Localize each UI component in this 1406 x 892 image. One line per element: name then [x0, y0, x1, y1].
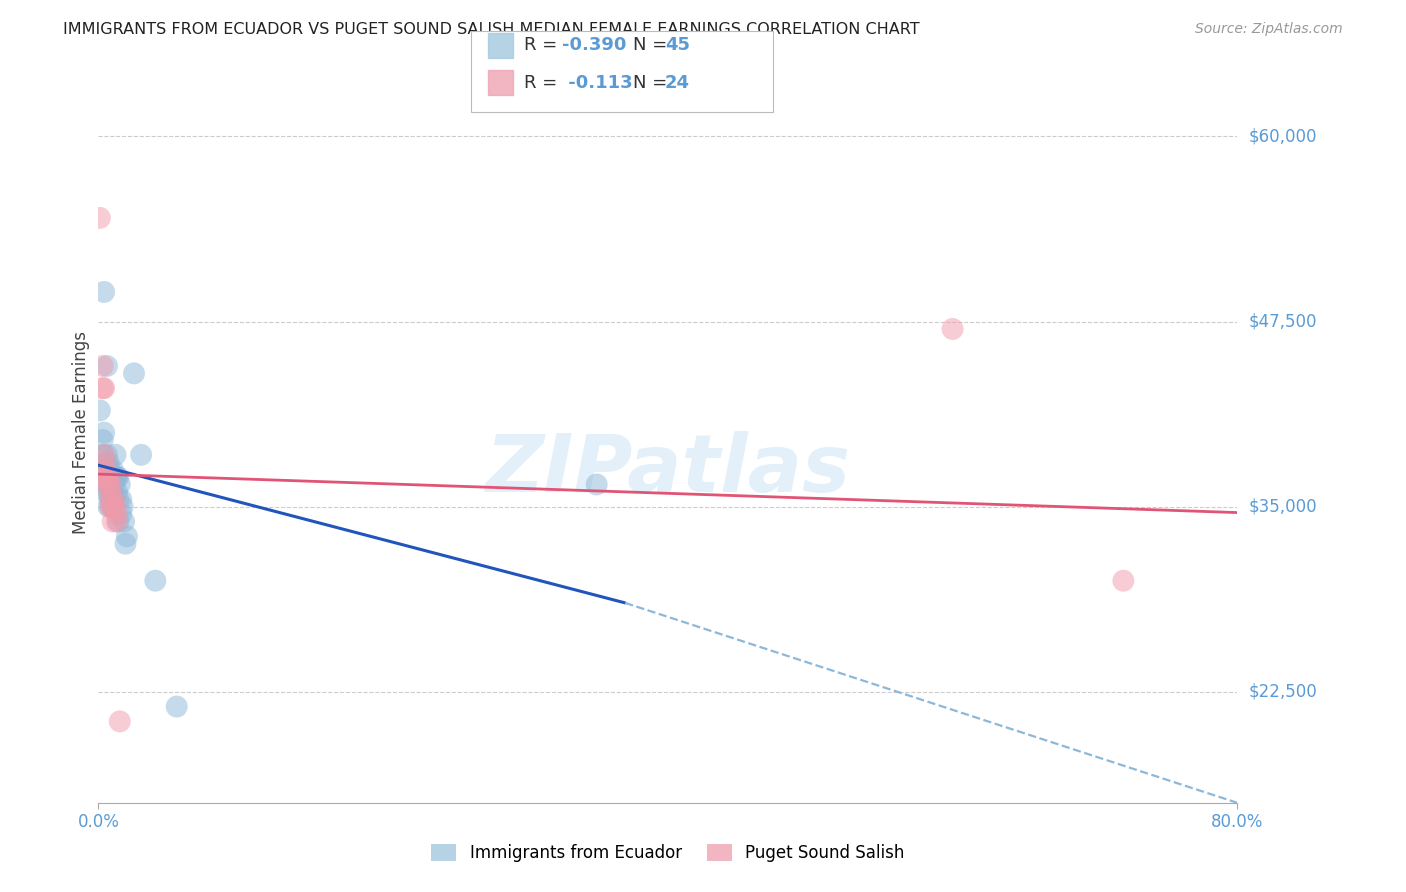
- Text: R =: R =: [524, 74, 564, 92]
- Point: [96, 359, 118, 373]
- Point: [98, 477, 121, 491]
- Point: [101, 484, 124, 499]
- Point: [100, 484, 122, 499]
- Point: [107, 515, 129, 529]
- Point: [97, 484, 120, 499]
- Text: $35,000: $35,000: [1249, 498, 1317, 516]
- Point: [145, 574, 167, 588]
- Point: [97, 470, 120, 484]
- Point: [111, 500, 134, 514]
- Point: [91, 381, 114, 395]
- Point: [115, 529, 138, 543]
- Text: IMMIGRANTS FROM ECUADOR VS PUGET SOUND SALISH MEDIAN FEMALE EARNINGS CORRELATION: IMMIGRANTS FROM ECUADOR VS PUGET SOUND S…: [63, 22, 920, 37]
- Point: [104, 448, 127, 462]
- Text: -0.390: -0.390: [562, 37, 627, 54]
- Point: [98, 484, 121, 499]
- Text: R =: R =: [524, 37, 564, 54]
- Point: [89, 403, 111, 417]
- Point: [93, 425, 115, 440]
- Text: ZIPatlas: ZIPatlas: [485, 431, 851, 508]
- Point: [942, 322, 965, 336]
- Text: N =: N =: [633, 37, 672, 54]
- Point: [112, 515, 135, 529]
- Point: [166, 699, 188, 714]
- Point: [91, 359, 114, 373]
- Point: [98, 492, 121, 507]
- Point: [103, 492, 125, 507]
- Point: [93, 448, 115, 462]
- Point: [97, 455, 120, 469]
- Point: [110, 507, 132, 521]
- Point: [105, 507, 128, 521]
- Point: [96, 477, 118, 491]
- Point: [105, 470, 128, 484]
- Point: [91, 433, 114, 447]
- Point: [94, 455, 117, 469]
- Text: 24: 24: [665, 74, 690, 92]
- Point: [96, 470, 118, 484]
- Point: [103, 477, 125, 491]
- Point: [114, 536, 136, 550]
- Point: [93, 285, 115, 299]
- Point: [108, 477, 131, 491]
- Text: N =: N =: [633, 74, 672, 92]
- Point: [98, 500, 121, 514]
- Text: 45: 45: [665, 37, 690, 54]
- Point: [103, 492, 125, 507]
- Point: [107, 492, 129, 507]
- Point: [96, 448, 118, 462]
- Point: [96, 477, 118, 491]
- Point: [104, 470, 127, 484]
- Point: [101, 500, 124, 514]
- Text: $60,000: $60,000: [1249, 128, 1317, 145]
- Text: Source: ZipAtlas.com: Source: ZipAtlas.com: [1195, 22, 1343, 37]
- Point: [90, 462, 112, 476]
- Point: [94, 484, 117, 499]
- Point: [108, 714, 131, 729]
- Point: [122, 367, 145, 381]
- Point: [104, 500, 127, 514]
- Point: [105, 515, 128, 529]
- Point: [100, 470, 122, 484]
- Text: $22,500: $22,500: [1249, 682, 1317, 701]
- Point: [101, 462, 124, 476]
- Point: [91, 448, 114, 462]
- Legend: Immigrants from Ecuador, Puget Sound Salish: Immigrants from Ecuador, Puget Sound Sal…: [425, 837, 911, 869]
- Point: [98, 462, 121, 476]
- Point: [110, 492, 132, 507]
- Point: [100, 492, 122, 507]
- Point: [107, 470, 129, 484]
- Point: [94, 462, 117, 476]
- Point: [97, 477, 120, 491]
- Point: [105, 484, 128, 499]
- Point: [129, 448, 152, 462]
- Point: [94, 455, 117, 469]
- Text: $47,500: $47,500: [1249, 312, 1317, 331]
- Point: [96, 462, 118, 476]
- Point: [93, 381, 115, 395]
- Point: [89, 211, 111, 225]
- Point: [100, 500, 122, 514]
- Point: [101, 500, 124, 514]
- Point: [585, 477, 607, 491]
- Point: [97, 500, 120, 514]
- Y-axis label: Median Female Earnings: Median Female Earnings: [72, 331, 90, 534]
- Text: -0.113: -0.113: [562, 74, 633, 92]
- Point: [100, 477, 122, 491]
- Point: [101, 515, 124, 529]
- Point: [1112, 574, 1135, 588]
